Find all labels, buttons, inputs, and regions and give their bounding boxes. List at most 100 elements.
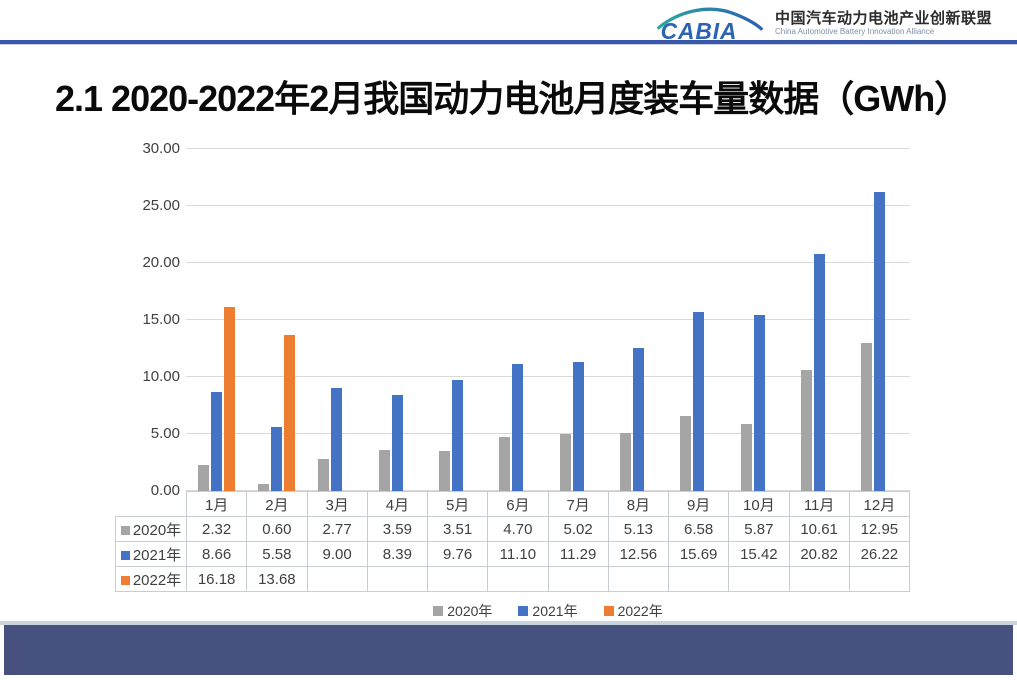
legend-item-2020年: 2020年 xyxy=(433,601,492,621)
y-axis: 0.00 5.00 10.00 15.00 20.00 25.00 30.00 xyxy=(100,140,180,499)
bar-2020年-4月 xyxy=(378,450,390,491)
month-header-8月: 8月 xyxy=(607,491,670,517)
org-name-en: China Automotive Battery Innovation Alli… xyxy=(774,27,935,37)
month-group-10月 xyxy=(729,149,789,491)
table-row-2022年: 2022年 16.18 13.68 xyxy=(115,566,911,592)
y-axis-label: 15.00 xyxy=(142,311,180,328)
value-2021年-9月: 15.69 xyxy=(667,541,730,567)
value-2022年-1月: 16.18 xyxy=(185,566,248,592)
gridline xyxy=(186,205,910,206)
y-axis-label: 10.00 xyxy=(142,368,180,385)
plot-area xyxy=(186,148,910,491)
value-2022年-12月 xyxy=(848,566,911,592)
value-2022年-11月 xyxy=(788,566,850,592)
bar-2020年-9月 xyxy=(680,416,692,491)
month-group-9月 xyxy=(669,149,729,491)
month-header-5月: 5月 xyxy=(426,491,489,517)
legend-item-2021年: 2021年 xyxy=(518,601,578,621)
value-2021年-12月: 26.22 xyxy=(848,541,911,567)
bar-groups xyxy=(186,149,910,491)
bar-2021年-8月 xyxy=(632,348,644,491)
footer-strip xyxy=(0,621,1017,625)
month-header-11月: 11月 xyxy=(788,491,850,517)
legend-swatch-icon xyxy=(433,606,444,616)
bar-2020年-7月 xyxy=(559,434,571,491)
month-header-row: 1月 2月 3月 4月 5月 6月 7月 8月 9月 10月 11月 12月 xyxy=(116,491,911,517)
value-2022年-5月 xyxy=(426,566,489,592)
y-axis-label: 0.00 xyxy=(150,482,180,499)
month-header-9月: 9月 xyxy=(667,491,730,517)
value-2021年-6月: 11.10 xyxy=(487,541,549,567)
row-label-2020年: 2020年 xyxy=(115,516,187,542)
y-axis-label: 30.00 xyxy=(142,140,180,157)
legend-swatch-icon xyxy=(518,606,529,616)
value-2020年-11月: 10.61 xyxy=(788,516,850,542)
series-marker-icon xyxy=(120,550,130,560)
month-group-8月 xyxy=(608,149,668,491)
month-header-10月: 10月 xyxy=(728,491,790,517)
value-2021年-2月: 5.58 xyxy=(246,541,308,567)
bar-2020年-5月 xyxy=(438,451,450,491)
cabia-logo-icon: CABIA xyxy=(657,7,763,43)
value-2021年-7月: 11.29 xyxy=(547,541,609,567)
chart-legend: 2020年 2021年 2022年 xyxy=(186,601,910,621)
value-2020年-4月: 3.59 xyxy=(366,516,429,542)
svg-text:CABIA: CABIA xyxy=(661,18,738,43)
y-axis-label: 5.00 xyxy=(150,425,180,442)
bar-2020年-1月 xyxy=(197,465,209,491)
row-label-2022年: 2022年 xyxy=(115,566,187,592)
table-corner-cell xyxy=(116,492,187,517)
gridline xyxy=(186,262,910,263)
page-header: CABIA 中国汽车动力电池产业创新联盟 China Automotive Ba… xyxy=(0,0,1017,43)
bar-2021年-6月 xyxy=(512,364,524,491)
org-name-zh: 中国汽车动力电池产业创新联盟 xyxy=(774,9,992,27)
bar-2021年-9月 xyxy=(693,312,705,491)
month-group-4月 xyxy=(367,149,427,491)
bar-2021年-4月 xyxy=(391,395,403,491)
value-2020年-10月: 5.87 xyxy=(728,516,790,542)
value-2020年-3月: 2.77 xyxy=(306,516,368,542)
month-group-6月 xyxy=(488,149,548,491)
gridline xyxy=(186,490,910,491)
legend-label: 2022年 xyxy=(617,603,663,619)
bar-2021年-7月 xyxy=(572,362,584,491)
month-header-3月: 3月 xyxy=(306,491,368,517)
legend-label: 2020年 xyxy=(447,603,493,619)
month-group-3月 xyxy=(307,149,367,491)
bar-2021年-10月 xyxy=(753,315,765,491)
row-label-2021年: 2021年 xyxy=(115,541,187,567)
month-group-5月 xyxy=(427,149,487,491)
value-2020年-6月: 4.70 xyxy=(487,516,549,542)
gridline xyxy=(186,433,910,434)
series-marker-icon xyxy=(120,525,130,535)
y-axis-label: 25.00 xyxy=(142,197,180,214)
value-2022年-10月 xyxy=(728,566,790,592)
value-2020年-5月: 3.51 xyxy=(426,516,489,542)
bar-2021年-3月 xyxy=(331,388,343,491)
table-row-2021年: 2021年 8.66 5.58 9.00 8.39 9.76 11.10 11.29 12.56… xyxy=(115,541,911,567)
bar-2020年-8月 xyxy=(619,433,631,491)
y-axis-label: 20.00 xyxy=(142,254,180,271)
org-names: 中国汽车动力电池产业创新联盟 China Automotive Battery … xyxy=(775,10,992,36)
value-2022年-2月: 13.68 xyxy=(246,566,308,592)
gridline xyxy=(186,319,910,320)
value-2021年-1月: 8.66 xyxy=(185,541,248,567)
value-2020年-12月: 12.95 xyxy=(848,516,911,542)
month-group-2月 xyxy=(246,149,306,491)
bar-2021年-2月 xyxy=(270,427,282,491)
value-2020年-1月: 2.32 xyxy=(185,516,248,542)
bar-2020年-12月 xyxy=(861,343,873,491)
value-2021年-10月: 15.42 xyxy=(728,541,790,567)
legend-swatch-icon xyxy=(603,606,614,616)
page-title: 2.1 2020-2022年2月我国动力电池月度装车量数据（GWh） xyxy=(55,78,970,119)
bar-2020年-10月 xyxy=(740,424,752,491)
value-2022年-7月 xyxy=(547,566,609,592)
month-header-7月: 7月 xyxy=(547,491,609,517)
bar-2021年-5月 xyxy=(451,380,463,491)
value-2022年-8月 xyxy=(607,566,670,592)
legend-label: 2021年 xyxy=(532,603,578,619)
table-row-2020年: 2020年 2.32 0.60 2.77 3.59 3.51 4.70 5.02 5.13 6.5… xyxy=(115,516,911,542)
value-2021年-4月: 8.39 xyxy=(366,541,429,567)
bar-2020年-3月 xyxy=(318,459,330,491)
